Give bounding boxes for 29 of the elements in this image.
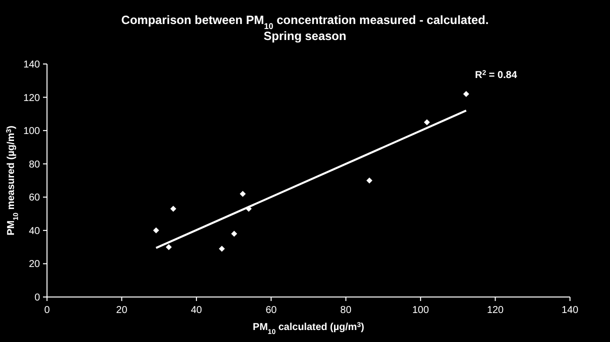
point [231,230,238,237]
x-tick-label: 0 [44,305,50,316]
x-tick-label: 20 [116,305,128,316]
y-tick-label: 0 [34,292,40,304]
x-tick-label: 100 [412,305,430,316]
x-tick-label: 80 [340,305,352,316]
point [170,206,176,212]
point [366,178,372,184]
point [218,246,225,252]
x-axis-title: PM$_{10}$ calculated (µg/m$^{3}$) [252,322,364,336]
x-tick-label: 120 [486,305,504,316]
y-tick-label: 120 [23,92,40,104]
chart-title: Comparison between PM$_{10}$ concentration measured - calculated. [121,13,489,31]
y-tick-label: 60 [28,192,40,204]
point [424,119,430,126]
y-tick-label: 80 [28,159,40,170]
x-tick-label: 140 [562,305,579,316]
y-tick-label: 140 [23,60,40,70]
x-tick-label: 60 [266,305,278,316]
point [240,190,246,197]
y-tick-label: 100 [23,126,40,138]
point [166,244,172,250]
annotation: R$^{2}$ = 0.84 [475,70,518,81]
point [153,227,160,234]
x-tick-label: 40 [190,305,202,316]
y-tick-label: 40 [28,226,40,237]
y-tick-label: 20 [28,259,40,270]
point [463,90,470,97]
chart-subtitle: Spring season [264,29,346,43]
